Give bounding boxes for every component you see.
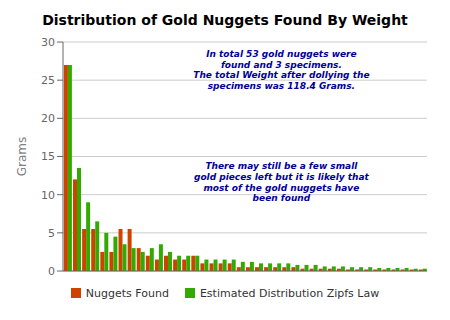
svg-text:25: 25 xyxy=(41,74,55,87)
svg-text:0: 0 xyxy=(48,265,55,278)
svg-text:15: 15 xyxy=(41,150,55,163)
html-text:In total 53 gold nuggets were: In total 53 gold nuggets were found and … xyxy=(193,48,370,92)
svg-text:10: 10 xyxy=(41,189,55,202)
svg-text:30: 30 xyxy=(41,36,55,49)
svg-text:5: 5 xyxy=(48,227,55,240)
html-text:There may still be a few small: There may still be a few small gold piec… xyxy=(193,161,369,204)
svg-text:Grams: Grams xyxy=(15,137,29,177)
html-text:Estimated Distribution Zipfs L: Estimated Distribution Zipfs Law xyxy=(199,286,380,300)
html-text:Nuggets Found: Nuggets Found xyxy=(85,286,169,300)
svg-text:20: 20 xyxy=(41,112,55,125)
html-text:Distribution of Gold Nuggets F: Distribution of Gold Nuggets Found By We… xyxy=(42,12,408,28)
